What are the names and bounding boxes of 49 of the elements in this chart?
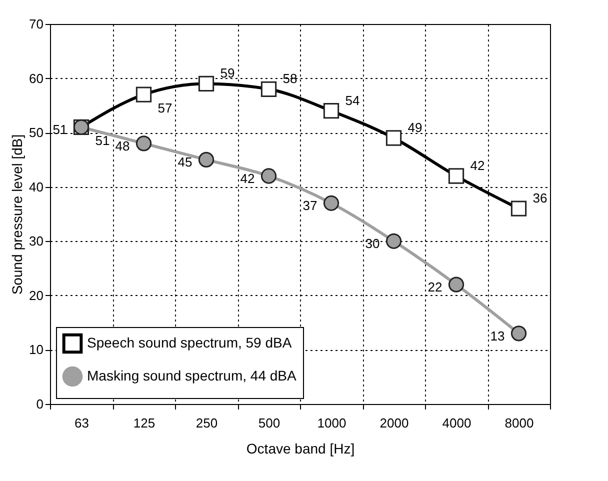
data-label: 45 [178,154,192,170]
point [386,130,402,146]
legend-label: Speech sound spectrum, 59 dBA [87,334,292,350]
point [323,195,340,211]
y-tick-label: 20 [29,288,44,303]
data-label: 48 [115,138,130,154]
point [136,86,152,102]
point [260,81,277,97]
data-label: 30 [365,236,380,252]
point [260,168,277,184]
point [448,168,464,184]
point [323,103,340,119]
data-label: 42 [470,158,485,173]
data-label: 42 [240,171,255,186]
point [448,276,464,292]
x-tick-label: 500 [258,416,280,430]
y-tick-label: 40 [29,179,44,194]
legend-label: Masking sound spectrum, 44 dBA [87,368,297,384]
x-tick-label: 1000 [317,416,346,430]
data-label: 49 [408,120,422,135]
x-tick-label: 63 [74,416,89,430]
x-axis-title: Octave band [Hz] [246,440,355,456]
point [386,233,402,249]
data-label: 57 [158,100,172,116]
x-tick-label: 4000 [442,416,472,430]
y-tick-label: 30 [29,234,44,249]
data-label: 36 [532,190,548,206]
data-label: 22 [428,280,442,295]
data-label: 54 [345,92,360,108]
y-tick-label: 70 [29,16,44,32]
data-label: 51 [95,133,110,148]
x-tick-label: 2000 [380,416,409,430]
x-tick-label: 125 [133,416,156,430]
point [198,152,214,168]
y-tick-label: 10 [29,342,44,358]
data-label: 59 [220,66,235,81]
point [136,136,152,152]
point [510,326,527,342]
x-tick-label: 250 [196,416,218,430]
y-tick-label: 50 [29,125,44,140]
y-axis-title: Sound pressure level [dB] [9,134,26,295]
y-tick-label: 0 [36,396,44,412]
data-label: 58 [282,71,298,86]
x-tick-label: 8000 [504,416,534,430]
data-label: 13 [490,328,505,344]
y-tick-label: 60 [29,70,44,86]
point [510,200,527,216]
point [198,76,214,92]
data-label: 37 [302,198,318,214]
